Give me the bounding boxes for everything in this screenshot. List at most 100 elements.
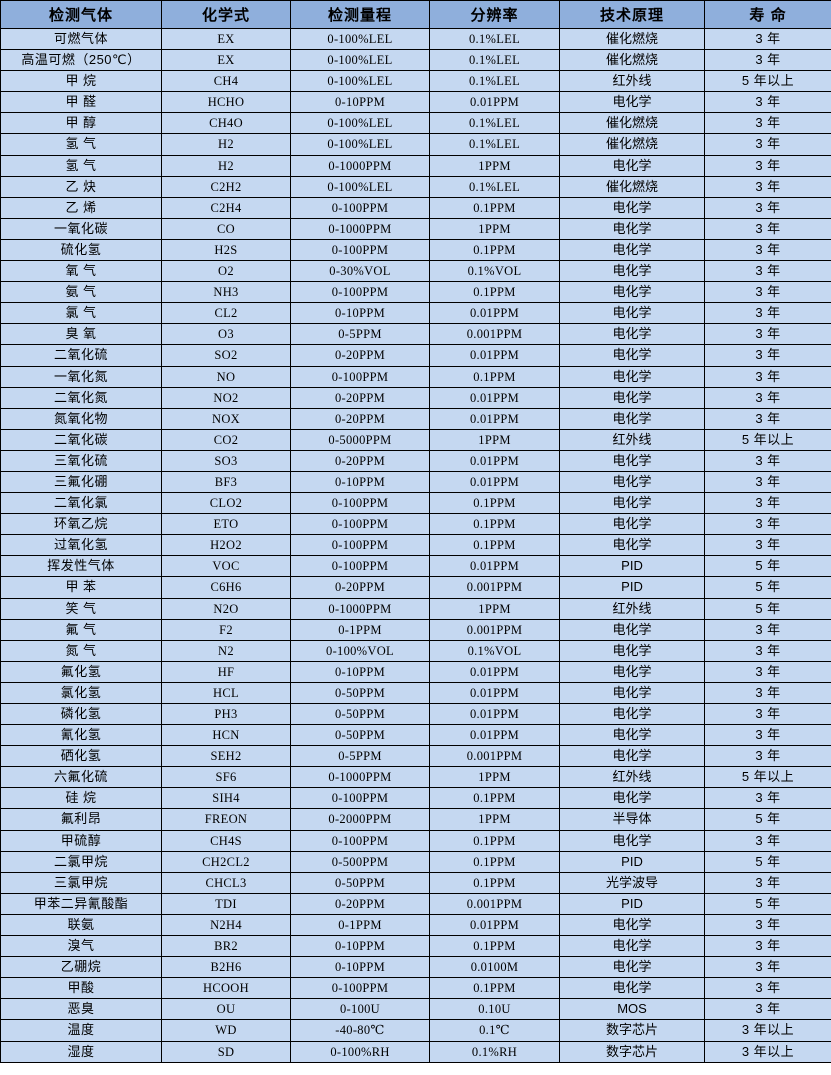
cell-gas: 三氧化硫 <box>0 449 162 472</box>
table-row: 二氧化碳 CO2 0-5000PPM 1PPM 红外线 5 年以上 <box>0 428 831 451</box>
cell-range: 0-1000PPM <box>290 217 430 240</box>
cell-lifespan: 3 年 <box>704 956 831 979</box>
cell-gas: 联氨 <box>0 913 162 937</box>
cell-gas: 二氧化氯 <box>0 492 162 515</box>
table-row: 六氟化硫 SF6 0-1000PPM 1PPM 红外线 5 年以上 <box>0 766 831 789</box>
cell-formula: WD <box>161 1019 291 1042</box>
cell-resolution: 0.1PPM <box>429 829 560 852</box>
cell-range: 0-5000PPM <box>290 428 430 451</box>
cell-lifespan: 3 年 <box>704 998 831 1021</box>
cell-gas: 二氧化硫 <box>0 344 162 367</box>
table-row: 乙硼烷 B2H6 0-10PPM 0.0100M 电化学 3 年 <box>0 956 831 979</box>
table-row: 二氧化氯 CLO2 0-100PPM 0.1PPM 电化学 3 年 <box>0 492 831 515</box>
cell-resolution: 0.1%LEL <box>429 112 560 135</box>
cell-lifespan: 5 年以上 <box>704 428 831 451</box>
table-row: 一氧化碳 CO 0-1000PPM 1PPM 电化学 3 年 <box>0 217 831 240</box>
cell-technology: 催化燃烧 <box>559 112 705 135</box>
cell-formula: SF6 <box>161 766 291 789</box>
cell-resolution: 0.01PPM <box>429 449 560 472</box>
cell-lifespan: 5 年 <box>704 555 831 578</box>
cell-formula: SO3 <box>161 449 291 472</box>
cell-lifespan: 3 年以上 <box>704 1040 831 1063</box>
cell-range: 0-10PPM <box>290 302 430 325</box>
table-row: 硒化氢 SEH2 0-5PPM 0.001PPM 电化学 3 年 <box>0 745 831 768</box>
cell-range: 0-5PPM <box>290 745 430 768</box>
cell-formula: SEH2 <box>161 745 291 768</box>
cell-range: 0-100PPM <box>290 787 430 810</box>
cell-technology: 催化燃烧 <box>559 27 705 51</box>
cell-gas: 湿度 <box>0 1040 162 1063</box>
cell-range: 0-50PPM <box>290 871 430 894</box>
cell-lifespan: 3 年 <box>704 112 831 135</box>
cell-resolution: 0.10U <box>429 998 560 1021</box>
cell-technology: 电化学 <box>559 513 705 536</box>
cell-gas: 六氟化硫 <box>0 766 162 789</box>
cell-lifespan: 5 年 <box>704 892 831 915</box>
cell-lifespan: 3 年 <box>704 935 831 958</box>
cell-formula: CH4S <box>161 829 291 852</box>
cell-lifespan: 3 年 <box>704 91 831 114</box>
cell-range: 0-100%LEL <box>290 133 430 156</box>
cell-technology: 电化学 <box>559 935 705 958</box>
cell-formula: HCN <box>161 724 291 747</box>
cell-technology: 电化学 <box>559 913 705 937</box>
cell-resolution: 0.1℃ <box>429 1019 560 1042</box>
cell-technology: 催化燃烧 <box>559 49 705 72</box>
cell-technology: 电化学 <box>559 702 705 726</box>
cell-technology: 数字芯片 <box>559 1019 705 1042</box>
cell-formula: FREON <box>161 808 291 831</box>
table-row: 甲酸 HCOOH 0-100PPM 0.1PPM 电化学 3 年 <box>0 977 831 1000</box>
cell-gas: 甲硫醇 <box>0 829 162 852</box>
cell-formula: CH4O <box>161 112 291 135</box>
cell-formula: CHCL3 <box>161 871 291 894</box>
table-row: 氮 气 N2 0-100%VOL 0.1%VOL 电化学 3 年 <box>0 639 831 662</box>
table-row: 甲 烷 CH4 0-100%LEL 0.1%LEL 红外线 5 年以上 <box>0 70 831 93</box>
cell-gas: 可燃气体 <box>0 27 162 51</box>
cell-technology: 电化学 <box>559 724 705 747</box>
table-row: 联氨 N2H4 0-1PPM 0.01PPM 电化学 3 年 <box>0 913 831 937</box>
cell-gas: 过氧化氢 <box>0 534 162 557</box>
cell-formula: OU <box>161 998 291 1021</box>
cell-resolution: 0.1PPM <box>429 281 560 304</box>
cell-lifespan: 3 年 <box>704 260 831 283</box>
cell-lifespan: 3 年 <box>704 217 831 240</box>
cell-lifespan: 3 年 <box>704 133 831 156</box>
column-header-range: 检测量程 <box>290 0 430 29</box>
cell-range: 0-100%LEL <box>290 49 430 72</box>
table-row: 氟利昂 FREON 0-2000PPM 1PPM 半导体 5 年 <box>0 808 831 831</box>
cell-gas: 笑 气 <box>0 597 162 620</box>
cell-gas: 高温可燃（250℃） <box>0 49 162 72</box>
cell-gas: 甲 醛 <box>0 91 162 114</box>
cell-resolution: 0.001PPM <box>429 618 560 641</box>
cell-resolution: 0.1PPM <box>429 787 560 810</box>
cell-technology: 电化学 <box>559 639 705 662</box>
cell-formula: C6H6 <box>161 576 291 599</box>
cell-formula: NH3 <box>161 281 291 304</box>
cell-technology: PID <box>559 555 705 578</box>
cell-gas: 三氯甲烷 <box>0 871 162 894</box>
table-row: 氯 气 CL2 0-10PPM 0.01PPM 电化学 3 年 <box>0 302 831 325</box>
cell-technology: PID <box>559 892 705 915</box>
table-row: 氧 气 O2 0-30%VOL 0.1%VOL 电化学 3 年 <box>0 260 831 283</box>
cell-range: 0-1PPM <box>290 618 430 641</box>
column-header-resolution: 分辨率 <box>429 0 560 29</box>
cell-lifespan: 3 年 <box>704 49 831 72</box>
table-row: 恶臭 OU 0-100U 0.10U MOS 3 年 <box>0 998 831 1021</box>
table-row: 乙 烯 C2H4 0-100PPM 0.1PPM 电化学 3 年 <box>0 196 831 219</box>
cell-lifespan: 3 年 <box>704 513 831 536</box>
cell-lifespan: 3 年 <box>704 977 831 1000</box>
cell-range: 0-10PPM <box>290 91 430 114</box>
cell-range: 0-100PPM <box>290 238 430 262</box>
cell-range: 0-10PPM <box>290 956 430 979</box>
cell-resolution: 0.1%LEL <box>429 49 560 72</box>
cell-range: 0-100U <box>290 998 430 1021</box>
cell-technology: 电化学 <box>559 365 705 388</box>
cell-technology: 电化学 <box>559 956 705 979</box>
cell-gas: 乙 炔 <box>0 175 162 198</box>
table-row: 三氧化硫 SO3 0-20PPM 0.01PPM 电化学 3 年 <box>0 449 831 472</box>
cell-technology: 电化学 <box>559 492 705 515</box>
cell-formula: ETO <box>161 513 291 536</box>
cell-formula: PH3 <box>161 702 291 726</box>
cell-range: 0-100PPM <box>290 365 430 388</box>
